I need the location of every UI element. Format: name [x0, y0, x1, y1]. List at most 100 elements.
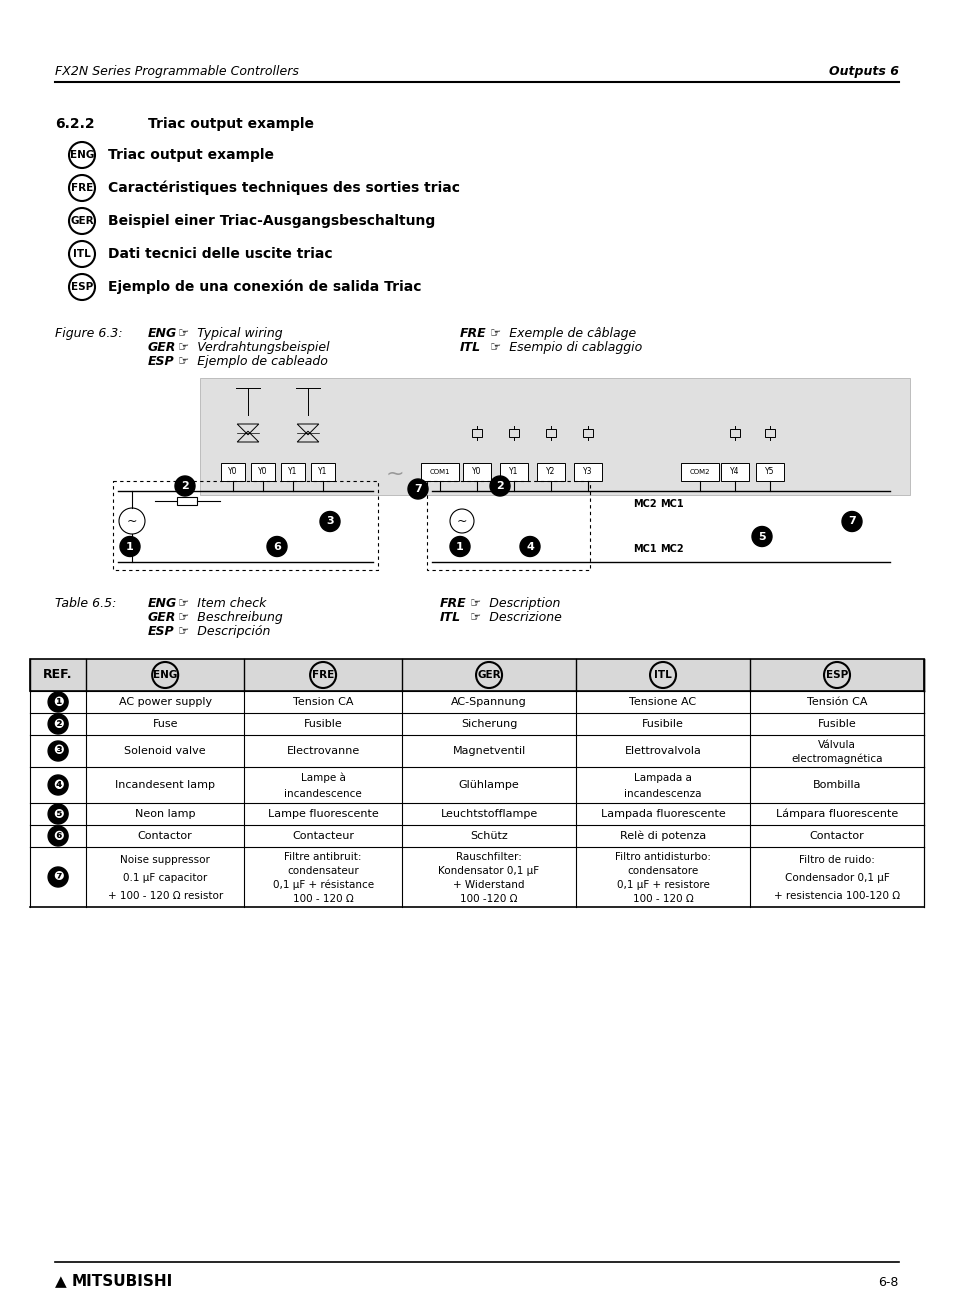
Bar	[582, 429, 593, 437]
Text: Lampe à: Lampe à	[300, 772, 345, 783]
Text: 1: 1	[456, 542, 463, 551]
Bar	[112, 480, 377, 569]
Text: ❹: ❹	[52, 779, 63, 792]
Text: ❼: ❼	[52, 870, 63, 884]
Text: Contactor: Contactor	[137, 831, 193, 840]
Bar	[545, 429, 556, 437]
Text: Elettrovalvola: Elettrovalvola	[624, 746, 700, 757]
Text: 6-8: 6-8	[878, 1275, 898, 1288]
Text: ENG: ENG	[152, 670, 177, 679]
Text: Contacteur: Contacteur	[292, 831, 354, 840]
Text: Condensador 0,1 μF: Condensador 0,1 μF	[783, 873, 888, 882]
Text: + 100 - 120 Ω resistor: + 100 - 120 Ω resistor	[108, 891, 223, 901]
Text: Magnetventil: Magnetventil	[452, 746, 525, 757]
Bar	[251, 463, 274, 480]
Text: Electrovanne: Electrovanne	[286, 746, 359, 757]
Bar	[763, 429, 775, 437]
Text: AC-Spannung: AC-Spannung	[451, 696, 526, 707]
Text: 0.1 μF capacitor: 0.1 μF capacitor	[123, 873, 207, 882]
Text: Filtro de ruido:: Filtro de ruido:	[799, 855, 874, 865]
Text: FRE: FRE	[439, 597, 466, 610]
Text: Fusible: Fusible	[817, 719, 856, 729]
Bar	[30, 847, 923, 907]
Text: ☞  Descrizione: ☞ Descrizione	[470, 611, 561, 624]
Text: Filtre antibruit:: Filtre antibruit:	[284, 852, 361, 861]
Text: Dati tecnici delle uscite triac: Dati tecnici delle uscite triac	[108, 247, 333, 260]
Text: ESP: ESP	[825, 670, 847, 679]
Text: + resistencia 100-120 Ω: + resistencia 100-120 Ω	[773, 891, 899, 901]
Text: Caractéristiques techniques des sorties triac: Caractéristiques techniques des sorties …	[108, 181, 459, 195]
Text: GER: GER	[148, 342, 176, 353]
Text: ☞  Esempio di cablaggio: ☞ Esempio di cablaggio	[490, 342, 641, 353]
Text: ❶: ❶	[52, 695, 63, 708]
Circle shape	[267, 537, 287, 556]
Text: 7: 7	[414, 484, 421, 493]
Text: Outputs 6: Outputs 6	[828, 65, 898, 79]
Text: Glühlampe: Glühlampe	[458, 780, 518, 791]
Text: ☞  Ejemplo de cableado: ☞ Ejemplo de cableado	[178, 355, 328, 368]
Text: Figure 6.3:: Figure 6.3:	[55, 327, 123, 340]
Bar	[680, 463, 719, 480]
Bar	[427, 480, 589, 569]
Bar	[537, 463, 564, 480]
Text: Y0: Y0	[472, 467, 481, 476]
Text: Sicherung: Sicherung	[460, 719, 517, 729]
Text: ~: ~	[127, 514, 137, 528]
Text: Lampe fluorescente: Lampe fluorescente	[268, 809, 378, 819]
Text: Tension CA: Tension CA	[293, 696, 353, 707]
Text: MC2: MC2	[659, 545, 683, 554]
Text: Lámpara fluorescente: Lámpara fluorescente	[775, 809, 897, 819]
Text: Beispiel einer Triac-Ausgangsbeschaltung: Beispiel einer Triac-Ausgangsbeschaltung	[108, 213, 435, 228]
Circle shape	[48, 867, 68, 888]
Text: FRE: FRE	[312, 670, 334, 679]
Text: ITL: ITL	[459, 342, 480, 353]
Text: Lampada a: Lampada a	[634, 772, 691, 783]
Text: Y2: Y2	[546, 467, 555, 476]
Text: electromagnética: electromagnética	[790, 754, 882, 764]
Text: Bombilla: Bombilla	[812, 780, 861, 791]
Bar	[729, 429, 740, 437]
Text: Y0: Y0	[228, 467, 237, 476]
Bar	[499, 463, 527, 480]
Text: 4: 4	[525, 542, 534, 551]
Text: Y0: Y0	[258, 467, 268, 476]
Text: MITSUBISHI: MITSUBISHI	[71, 1275, 173, 1289]
Text: ENG: ENG	[148, 327, 177, 340]
Text: Neon lamp: Neon lamp	[134, 809, 195, 819]
Text: GER: GER	[148, 611, 176, 624]
Text: Kondensator 0,1 μF: Kondensator 0,1 μF	[438, 865, 539, 876]
Text: ☞  Verdrahtungsbeispiel: ☞ Verdrahtungsbeispiel	[178, 342, 330, 353]
Text: ❻: ❻	[52, 830, 63, 843]
Circle shape	[490, 476, 510, 496]
Text: GER: GER	[71, 216, 93, 226]
Bar	[30, 713, 923, 734]
Bar	[30, 734, 923, 767]
Text: Table 6.5:: Table 6.5:	[55, 597, 116, 610]
Text: ☞  Exemple de câblage: ☞ Exemple de câblage	[490, 327, 636, 340]
Text: condensateur: condensateur	[287, 865, 358, 876]
Bar	[30, 767, 923, 802]
Text: Triac output example: Triac output example	[148, 117, 314, 131]
Text: Noise suppressor: Noise suppressor	[120, 855, 210, 865]
Text: ▲: ▲	[55, 1275, 67, 1289]
Text: MC2: MC2	[633, 499, 656, 509]
Text: ENG: ENG	[70, 151, 94, 160]
Circle shape	[48, 713, 68, 734]
Text: ❷: ❷	[52, 717, 63, 730]
Text: Ejemplo de una conexión de salida Triac: Ejemplo de una conexión de salida Triac	[108, 280, 421, 295]
Circle shape	[841, 512, 862, 531]
Circle shape	[48, 692, 68, 712]
Text: ESP: ESP	[148, 624, 174, 637]
Text: FRE: FRE	[71, 183, 93, 192]
Text: GER: GER	[476, 670, 500, 679]
Bar	[30, 802, 923, 825]
Text: Solenoid valve: Solenoid valve	[124, 746, 206, 757]
Text: ☞  Descripción: ☞ Descripción	[178, 624, 270, 637]
Text: Y1: Y1	[288, 467, 297, 476]
Bar	[200, 378, 909, 495]
Circle shape	[319, 512, 339, 531]
Bar	[221, 463, 245, 480]
Text: Contactor: Contactor	[809, 831, 863, 840]
Bar	[471, 429, 482, 437]
Bar	[30, 825, 923, 847]
